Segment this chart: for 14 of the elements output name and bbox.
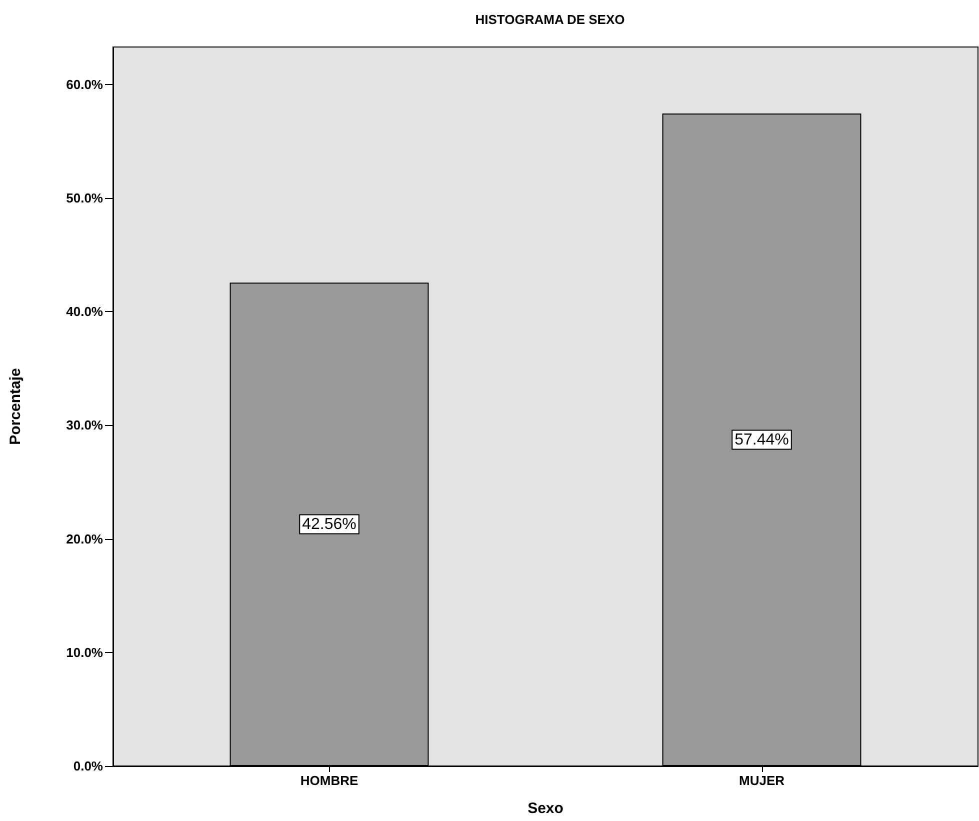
- y-tick-label: 40.0%: [66, 304, 104, 320]
- x-tick-label: HOMBRE: [300, 773, 358, 788]
- y-tick-label: 30.0%: [66, 418, 104, 433]
- y-tick-label: 0.0%: [73, 758, 104, 774]
- y-tick-label: 50.0%: [66, 190, 104, 206]
- chart-title: HISTOGRAMA DE SEXO: [475, 12, 625, 27]
- y-tick-label: 20.0%: [66, 531, 104, 546]
- y-axis-title: Porcentaje: [7, 368, 24, 445]
- x-tick-label: MUJER: [738, 773, 786, 788]
- y-tick-label: 60.0%: [66, 76, 104, 92]
- data-label: 42.56%: [302, 516, 356, 533]
- y-tick-label: 10.0%: [66, 644, 104, 660]
- x-axis-title: Sexo: [528, 800, 564, 817]
- data-label: 57.44%: [734, 431, 789, 448]
